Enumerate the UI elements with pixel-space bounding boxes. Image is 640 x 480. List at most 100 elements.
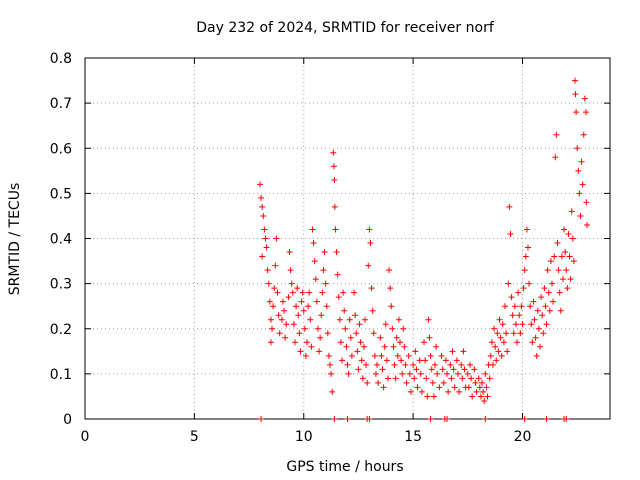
data-point	[576, 190, 583, 197]
data-point	[281, 307, 288, 314]
data-point	[389, 325, 396, 332]
data-point	[543, 321, 550, 328]
data-point	[482, 370, 489, 377]
data-point	[440, 379, 447, 386]
data-point	[335, 294, 342, 301]
data-point	[319, 289, 326, 296]
data-point	[447, 361, 454, 368]
data-point	[344, 416, 351, 422]
data-point	[309, 226, 316, 233]
data-point	[502, 303, 508, 310]
data-point	[378, 352, 385, 359]
data-point	[365, 262, 372, 269]
data-point	[329, 388, 336, 395]
data-point	[411, 375, 418, 382]
data-point	[374, 361, 381, 368]
data-point	[554, 240, 561, 247]
data-point	[257, 181, 263, 188]
x-tick-label: 5	[190, 429, 199, 445]
data-point	[390, 343, 397, 350]
data-point	[270, 303, 277, 310]
data-point	[528, 321, 535, 328]
data-point	[444, 416, 451, 422]
y-tick-label: 0.5	[50, 186, 72, 202]
data-point	[267, 316, 274, 323]
data-point	[469, 393, 476, 400]
data-point	[339, 357, 346, 364]
data-point	[464, 370, 471, 377]
data-point	[330, 163, 337, 170]
data-point	[258, 194, 265, 201]
data-point	[289, 289, 296, 296]
data-point	[399, 370, 406, 377]
data-point	[354, 348, 361, 355]
data-point	[549, 280, 556, 287]
data-point	[544, 267, 551, 274]
data-point	[324, 330, 331, 337]
data-point	[352, 312, 359, 319]
data-point	[261, 226, 268, 233]
data-point	[434, 370, 441, 377]
data-point	[260, 212, 267, 219]
data-point	[550, 298, 557, 305]
data-point	[578, 158, 585, 165]
data-point	[504, 348, 511, 355]
data-point	[541, 285, 548, 292]
data-point	[375, 379, 382, 386]
data-point	[331, 176, 338, 183]
data-point	[299, 289, 306, 296]
data-point	[486, 375, 493, 382]
data-point	[448, 375, 455, 382]
data-point	[580, 131, 587, 138]
data-point	[494, 330, 501, 337]
data-point	[312, 276, 319, 283]
data-point	[370, 330, 377, 337]
data-point	[564, 285, 571, 292]
data-point	[465, 384, 472, 391]
data-point	[274, 289, 281, 296]
data-point	[422, 357, 429, 364]
data-point	[320, 267, 327, 274]
data-point	[327, 361, 333, 368]
data-point	[271, 285, 278, 292]
data-point	[483, 384, 490, 391]
data-point	[442, 357, 449, 364]
data-point	[285, 294, 292, 301]
data-point	[330, 149, 337, 156]
data-point	[292, 339, 298, 346]
data-point	[514, 339, 521, 346]
data-point	[360, 343, 367, 350]
data-point	[314, 325, 321, 332]
data-point	[367, 240, 374, 247]
data-point	[278, 316, 285, 323]
data-point	[461, 366, 468, 373]
data-point	[558, 253, 565, 260]
axis-ticks	[84, 57, 610, 420]
data-point	[479, 379, 486, 386]
data-point	[477, 393, 484, 400]
data-point	[272, 262, 279, 269]
data-point	[438, 352, 445, 359]
data-point	[499, 321, 506, 328]
data-point	[414, 384, 421, 391]
data-point	[317, 334, 324, 341]
data-point	[507, 230, 514, 237]
data-point	[511, 303, 518, 310]
data-point	[471, 366, 478, 373]
data-point	[489, 361, 496, 368]
data-point	[406, 370, 413, 377]
data-point	[296, 330, 303, 337]
data-point	[546, 307, 553, 314]
data-point	[449, 348, 456, 355]
data-point	[325, 352, 332, 359]
data-point	[545, 289, 552, 296]
data-point	[473, 388, 480, 395]
data-point	[475, 375, 482, 382]
data-point	[369, 307, 376, 314]
data-point	[391, 361, 398, 368]
data-point	[307, 316, 314, 323]
data-point	[539, 312, 546, 319]
data-point	[282, 334, 289, 341]
data-point	[371, 352, 378, 359]
